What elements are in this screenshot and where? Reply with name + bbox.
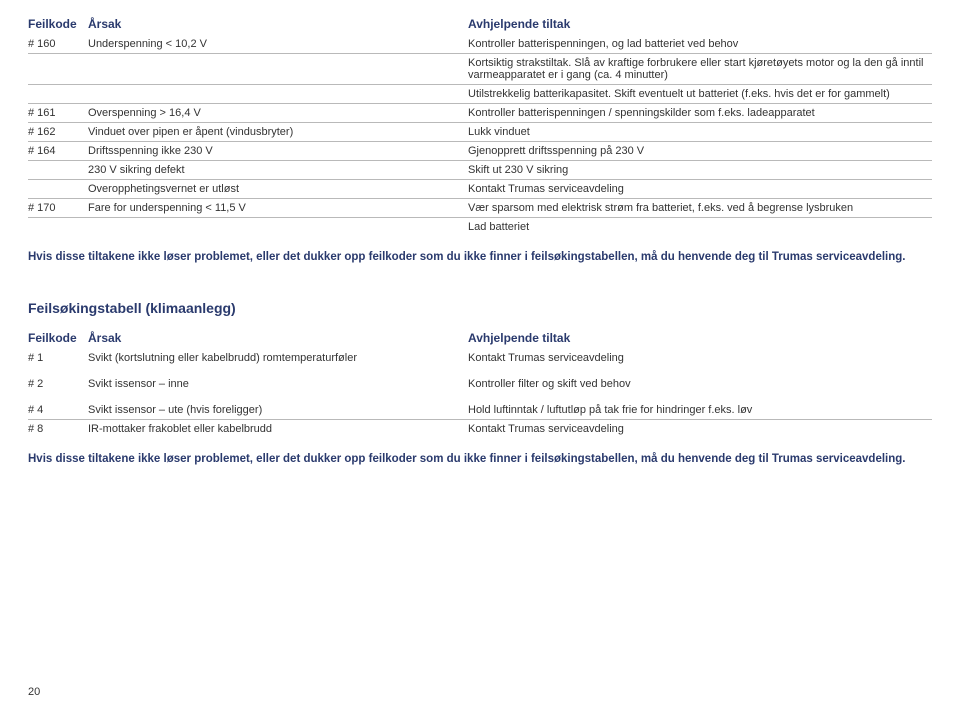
cell-fix: Vær sparsom med elektrisk strøm fra batt… (468, 199, 932, 218)
col-header-code-2: Feilkode (28, 328, 88, 349)
cell-code: # 162 (28, 123, 88, 142)
col-header-code: Feilkode (28, 14, 88, 35)
cell-fix: Kortsiktig strakstiltak. Slå av kraftige… (468, 54, 932, 85)
cell-fix: Utilstrekkelig batterikapasitet. Skift e… (468, 85, 932, 104)
spacer-row (28, 393, 932, 401)
table-row: 230 V sikring defektSkift ut 230 V sikri… (28, 161, 932, 180)
spacer-row (28, 367, 932, 375)
cell-cause: Svikt issensor – inne (88, 375, 468, 393)
table2-body: # 1Svikt (kortslutning eller kabelbrudd)… (28, 349, 932, 438)
cell-cause (88, 218, 468, 237)
table-row: # 161Overspenning > 16,4 VKontroller bat… (28, 104, 932, 123)
note-1: Hvis disse tiltakene ikke løser probleme… (28, 250, 932, 266)
table-row: # 8IR-mottaker frakoblet eller kabelbrud… (28, 419, 932, 438)
cell-cause: Svikt issensor – ute (hvis foreligger) (88, 401, 468, 420)
table-row: # 170Fare for underspenning < 11,5 VVær … (28, 199, 932, 218)
cell-code (28, 85, 88, 104)
table-row: Kortsiktig strakstiltak. Slå av kraftige… (28, 54, 932, 85)
table-row: # 164Driftsspenning ikke 230 VGjenoppret… (28, 142, 932, 161)
cell-cause: Fare for underspenning < 11,5 V (88, 199, 468, 218)
cell-cause: Vinduet over pipen er åpent (vindusbryte… (88, 123, 468, 142)
cell-code: # 8 (28, 419, 88, 438)
cell-code: # 2 (28, 375, 88, 393)
table-row: # 1Svikt (kortslutning eller kabelbrudd)… (28, 349, 932, 367)
error-table-1: Feilkode Årsak Avhjelpende tiltak # 160U… (28, 14, 932, 236)
cell-code: # 161 (28, 104, 88, 123)
cell-code: # 170 (28, 199, 88, 218)
cell-fix: Kontroller batterispenningen, og lad bat… (468, 35, 932, 54)
cell-code: # 1 (28, 349, 88, 367)
section-2-title: Feilsøkingstabell (klimaanlegg) (28, 300, 932, 316)
cell-fix: Kontakt Trumas serviceavdeling (468, 349, 932, 367)
cell-cause: IR-mottaker frakoblet eller kabelbrudd (88, 419, 468, 438)
col-header-cause: Årsak (88, 14, 468, 35)
cell-code (28, 218, 88, 237)
cell-cause: Svikt (kortslutning eller kabelbrudd) ro… (88, 349, 468, 367)
table-row: # 2Svikt issensor – inneKontroller filte… (28, 375, 932, 393)
table1-body: # 160Underspenning < 10,2 VKontroller ba… (28, 35, 932, 236)
col-header-fix: Avhjelpende tiltak (468, 14, 932, 35)
cell-fix: Kontakt Trumas serviceavdeling (468, 180, 932, 199)
cell-code: # 164 (28, 142, 88, 161)
table-row: Utilstrekkelig batterikapasitet. Skift e… (28, 85, 932, 104)
cell-code (28, 161, 88, 180)
cell-fix: Gjenopprett driftsspenning på 230 V (468, 142, 932, 161)
page-number: 20 (28, 686, 40, 698)
note-2: Hvis disse tiltakene ikke løser probleme… (28, 452, 932, 468)
cell-cause: Overspenning > 16,4 V (88, 104, 468, 123)
table-row: # 162Vinduet over pipen er åpent (vindus… (28, 123, 932, 142)
cell-cause: 230 V sikring defekt (88, 161, 468, 180)
cell-fix: Hold luftinntak / luftutløp på tak frie … (468, 401, 932, 420)
cell-code (28, 180, 88, 199)
cell-cause: Driftsspenning ikke 230 V (88, 142, 468, 161)
cell-fix: Lukk vinduet (468, 123, 932, 142)
table-row: # 4Svikt issensor – ute (hvis foreligger… (28, 401, 932, 420)
cell-fix: Skift ut 230 V sikring (468, 161, 932, 180)
table-row: Lad batteriet (28, 218, 932, 237)
cell-fix: Kontroller filter og skift ved behov (468, 375, 932, 393)
cell-code (28, 54, 88, 85)
error-table-2: Feilkode Årsak Avhjelpende tiltak # 1Svi… (28, 328, 932, 438)
cell-cause (88, 85, 468, 104)
cell-fix: Kontakt Trumas serviceavdeling (468, 419, 932, 438)
table-row: Overopphetingsvernet er utløstKontakt Tr… (28, 180, 932, 199)
cell-cause: Underspenning < 10,2 V (88, 35, 468, 54)
cell-fix: Lad batteriet (468, 218, 932, 237)
table-row: # 160Underspenning < 10,2 VKontroller ba… (28, 35, 932, 54)
cell-code: # 4 (28, 401, 88, 420)
col-header-cause-2: Årsak (88, 328, 468, 349)
cell-code: # 160 (28, 35, 88, 54)
cell-fix: Kontroller batterispenningen / spennings… (468, 104, 932, 123)
cell-cause (88, 54, 468, 85)
col-header-fix-2: Avhjelpende tiltak (468, 328, 932, 349)
cell-cause: Overopphetingsvernet er utløst (88, 180, 468, 199)
